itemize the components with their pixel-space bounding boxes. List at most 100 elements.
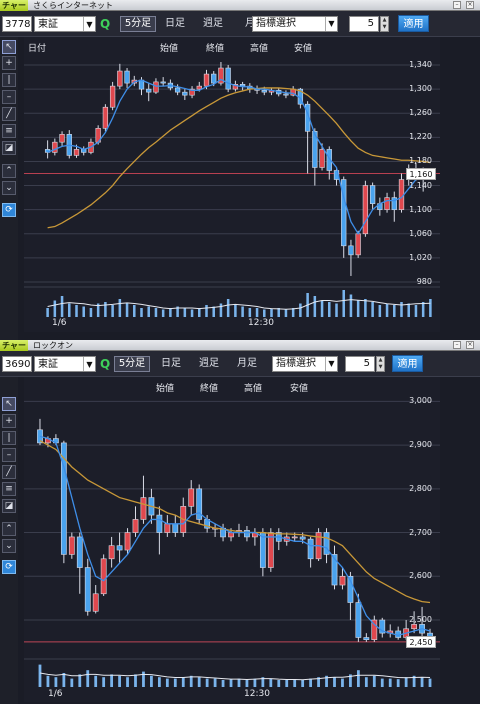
vertical-line-icon[interactable]: | bbox=[2, 73, 16, 87]
candle-body bbox=[132, 519, 139, 533]
vertical-line-icon[interactable]: | bbox=[2, 431, 16, 445]
x-label-time: 12:30 bbox=[244, 689, 270, 699]
candle-body bbox=[52, 141, 58, 153]
tab-weekly[interactable]: 週足 bbox=[203, 18, 223, 29]
candle-body bbox=[182, 91, 188, 96]
volume-bar bbox=[333, 677, 336, 687]
indicator-period-input[interactable]: 5 bbox=[349, 16, 379, 32]
cursor-icon[interactable]: ↖ bbox=[2, 397, 16, 411]
refresh-icon[interactable]: ⟳ bbox=[2, 203, 16, 217]
y-tick-label: 2,800 bbox=[409, 483, 432, 493]
volume-bar bbox=[89, 308, 93, 317]
volume-bar bbox=[198, 308, 201, 317]
volume-bar bbox=[396, 679, 400, 687]
eraser-icon[interactable]: ◪ bbox=[2, 141, 16, 155]
stock-code-input[interactable]: 3778 bbox=[2, 16, 32, 32]
drawing-toolbar: ↖ + | – ╱ ≡ ◪ ⌃ ⌄ ⟳ bbox=[0, 37, 18, 340]
volume-bar bbox=[263, 309, 266, 317]
tab-monthly[interactable]: 月足 bbox=[237, 358, 257, 369]
zoom-in-icon[interactable]: ⌃ bbox=[2, 522, 16, 536]
tab-5min[interactable]: 5分足 bbox=[114, 356, 150, 372]
market-select-value: 東証 bbox=[38, 359, 58, 370]
candle-body bbox=[379, 619, 386, 634]
horizontal-line-icon[interactable]: – bbox=[2, 448, 16, 462]
trend-line-icon[interactable]: ╱ bbox=[2, 465, 16, 479]
current-price-label: 2,450 bbox=[406, 635, 436, 648]
volume-bar bbox=[341, 678, 344, 687]
minimize-icon[interactable]: – bbox=[453, 1, 461, 9]
search-icon[interactable]: Q bbox=[100, 17, 111, 31]
cursor-icon[interactable]: ↖ bbox=[2, 40, 16, 54]
drawing-toolbar: ↖ + | – ╱ ≡ ◪ ⌃ ⌄ ⟳ bbox=[0, 377, 18, 704]
chart-plot-area[interactable]: 日付 始値 終値 高値 安値 1,340 1,300 1,260 1,220 1,180… bbox=[24, 37, 440, 332]
indicator-select[interactable]: 指標選択 ▼ bbox=[252, 16, 338, 32]
volume-bar bbox=[154, 308, 158, 317]
candle-body bbox=[146, 88, 152, 93]
trend-line-icon[interactable]: ╱ bbox=[2, 107, 16, 121]
volume-bar bbox=[248, 308, 252, 317]
horizontal-line-icon[interactable]: – bbox=[2, 90, 16, 104]
apply-button[interactable]: 適用 bbox=[398, 15, 429, 32]
indicator-select-label: 指標選択 bbox=[276, 358, 316, 369]
candle-body bbox=[339, 575, 346, 586]
volume-bar bbox=[356, 670, 360, 687]
candle-body bbox=[117, 70, 123, 87]
market-select[interactable]: 東証 ▼ bbox=[34, 356, 96, 372]
text-line-icon[interactable]: ≡ bbox=[2, 482, 16, 496]
volume-bar bbox=[371, 302, 374, 317]
y-tick-label: 1,300 bbox=[409, 84, 432, 94]
y-tick-label: 3,000 bbox=[409, 396, 432, 406]
market-select[interactable]: 東証 ▼ bbox=[34, 16, 96, 32]
crosshair-icon[interactable]: + bbox=[2, 414, 16, 428]
header-close: 終値 bbox=[206, 44, 225, 54]
crosshair-icon[interactable]: + bbox=[2, 56, 16, 70]
zoom-in-icon[interactable]: ⌃ bbox=[2, 164, 16, 178]
apply-button[interactable]: 適用 bbox=[392, 355, 423, 372]
y-tick-label: 1,100 bbox=[409, 204, 432, 214]
candle-body bbox=[362, 185, 369, 235]
volume-bar bbox=[291, 308, 295, 317]
volume-bar bbox=[70, 678, 74, 687]
volume-bar bbox=[420, 677, 424, 687]
price-chart-svg bbox=[24, 62, 440, 317]
stock-code-input[interactable]: 3690 bbox=[2, 356, 32, 372]
volume-bar bbox=[221, 680, 225, 687]
volume-bar bbox=[126, 677, 129, 687]
tab-5min[interactable]: 5分足 bbox=[120, 16, 156, 32]
chevron-down-icon: ▼ bbox=[83, 357, 95, 371]
candle-body bbox=[60, 442, 67, 555]
text-line-icon[interactable]: ≡ bbox=[2, 124, 16, 138]
zoom-out-icon[interactable]: ⌄ bbox=[2, 539, 16, 553]
volume-bar bbox=[317, 677, 320, 687]
tab-daily[interactable]: 日足 bbox=[161, 358, 181, 369]
current-price-label: 1,160 bbox=[406, 167, 436, 180]
close-icon[interactable]: × bbox=[466, 1, 474, 9]
volume-bar bbox=[197, 677, 201, 687]
chart-plot-area[interactable]: 始値 終値 高値 安値 3,000 2,900 2,800 2,700 2,600 2,5… bbox=[24, 377, 440, 702]
tab-weekly[interactable]: 週足 bbox=[199, 358, 219, 369]
indicator-select-label: 指標選択 bbox=[256, 18, 296, 29]
indicator-select[interactable]: 指標選択 ▼ bbox=[272, 356, 338, 372]
moving-average-short bbox=[47, 78, 431, 236]
candle-body bbox=[331, 554, 338, 586]
spinner-icon[interactable]: ▲ ▼ bbox=[380, 16, 389, 32]
eraser-icon[interactable]: ◪ bbox=[2, 499, 16, 513]
close-icon[interactable]: × bbox=[466, 341, 474, 349]
tab-daily[interactable]: 日足 bbox=[165, 18, 185, 29]
candle-body bbox=[108, 545, 115, 560]
candle-body bbox=[371, 619, 378, 640]
indicator-period-input[interactable]: 5 bbox=[345, 356, 375, 372]
candle-body bbox=[384, 197, 390, 210]
volume-bar bbox=[255, 308, 259, 317]
candle-body bbox=[299, 536, 306, 540]
refresh-icon[interactable]: ⟳ bbox=[2, 560, 16, 574]
volume-average-line bbox=[47, 299, 431, 310]
zoom-out-icon[interactable]: ⌄ bbox=[2, 181, 16, 195]
volume-bar bbox=[335, 303, 338, 317]
volume-bar bbox=[102, 677, 106, 687]
chart-titlebar: チャート さくらインターネット – × bbox=[0, 0, 480, 21]
minimize-icon[interactable]: – bbox=[453, 341, 461, 349]
search-icon[interactable]: Q bbox=[100, 357, 111, 371]
volume-bar bbox=[380, 678, 384, 687]
spinner-icon[interactable]: ▲ ▼ bbox=[376, 356, 385, 372]
